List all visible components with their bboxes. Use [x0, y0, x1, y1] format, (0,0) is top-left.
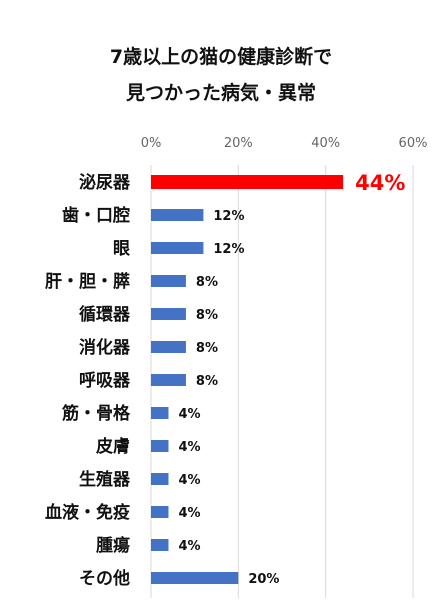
- category-label: 循環器: [79, 304, 131, 325]
- bar: [151, 374, 186, 386]
- chart-title-line-1: 7歳以上の猫の健康診断で: [109, 46, 333, 68]
- x-tick-label: 60%: [399, 136, 428, 151]
- category-label: 泌尿器: [79, 172, 131, 193]
- x-tick-label: 20%: [224, 136, 253, 151]
- bar: [151, 308, 186, 320]
- bar: [151, 440, 169, 452]
- category-label: 生殖器: [79, 469, 131, 490]
- data-label: 20%: [248, 572, 279, 587]
- category-label: 呼吸器: [79, 371, 131, 391]
- data-label: 12%: [213, 242, 244, 257]
- category-label: 皮膚: [96, 436, 130, 457]
- bar: [151, 572, 239, 584]
- category-label: 肝・胆・膵: [45, 271, 130, 292]
- data-label: 8%: [196, 275, 218, 290]
- bar: [151, 473, 169, 485]
- x-tick-label: 40%: [311, 136, 340, 151]
- bar: [151, 341, 186, 353]
- bar: [151, 275, 186, 287]
- data-label: 4%: [178, 407, 200, 422]
- x-tick-label: 0%: [141, 136, 162, 151]
- chart-title-line-2: 見つかった病気・異常: [125, 82, 316, 104]
- data-label: 4%: [178, 440, 200, 455]
- data-label: 8%: [196, 341, 218, 356]
- data-label: 44%: [355, 171, 405, 195]
- data-label: 12%: [213, 209, 244, 224]
- category-label: その他: [79, 568, 130, 589]
- category-label: 筋・骨格: [61, 403, 131, 424]
- bar: [151, 175, 344, 189]
- bar: [151, 242, 204, 254]
- bar: [151, 209, 204, 221]
- category-label: 腫瘍: [96, 535, 130, 556]
- category-label: 歯・口腔: [62, 205, 130, 226]
- data-label: 4%: [178, 506, 200, 521]
- category-label: 消化器: [79, 337, 131, 358]
- bar: [151, 506, 169, 518]
- bar: [151, 407, 169, 419]
- data-label: 4%: [178, 473, 200, 488]
- bar: [151, 539, 169, 551]
- data-label: 8%: [196, 374, 218, 389]
- category-label: 眼: [113, 239, 130, 259]
- data-label: 8%: [196, 308, 218, 323]
- category-label: 血液・免疫: [45, 502, 130, 523]
- data-label: 4%: [178, 539, 200, 554]
